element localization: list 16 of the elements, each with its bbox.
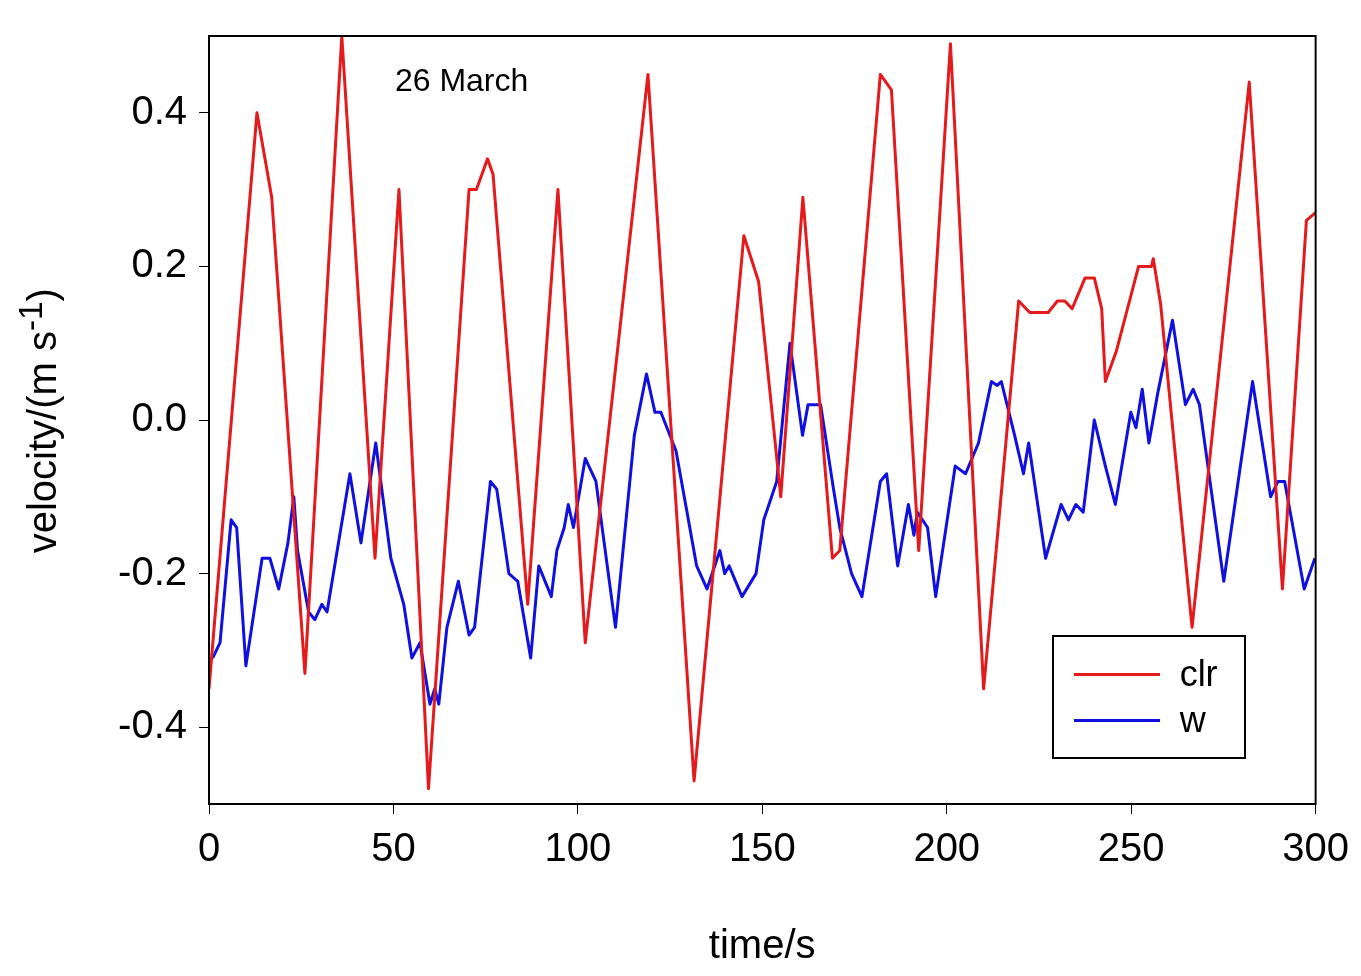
x-tick-label: 250 (1097, 825, 1165, 870)
legend-label: w (1179, 699, 1206, 741)
y-tick-label: -0.4 (118, 702, 187, 747)
legend-label: clr (1179, 653, 1218, 695)
y-tick-label: 0.4 (131, 87, 187, 132)
x-tick-label: 100 (544, 825, 612, 870)
y-tick-label: -0.2 (118, 548, 187, 593)
annotation: 26 March (394, 61, 529, 98)
y-tick-label: 0.0 (131, 395, 187, 440)
x-tick-label: 300 (1282, 825, 1350, 870)
x-axis-title: time/s (708, 922, 816, 967)
y-tick-label: 0.2 (131, 241, 187, 286)
x-tick-label: 150 (728, 825, 796, 870)
x-tick-label: 200 (913, 825, 981, 870)
x-tick-label: 0 (197, 825, 221, 870)
x-tick-label: 50 (371, 825, 416, 870)
